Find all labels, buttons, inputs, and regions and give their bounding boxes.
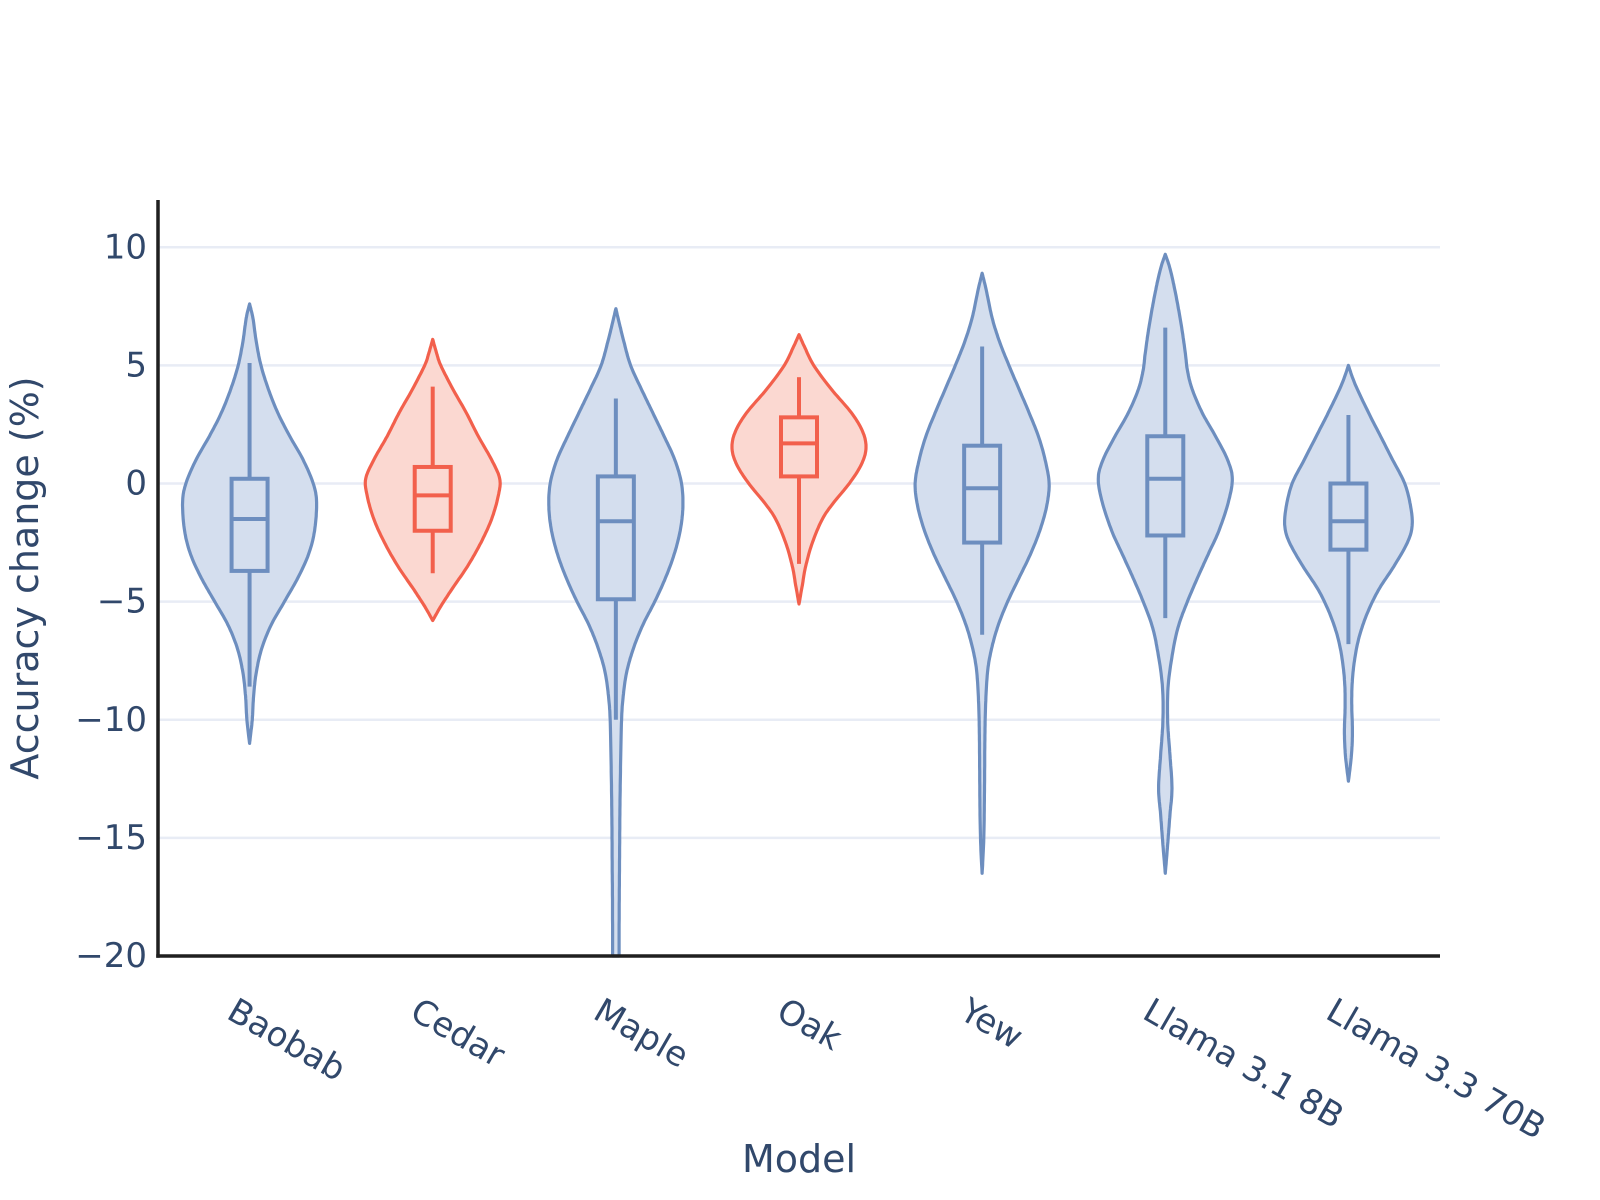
y-tick-label--20: −20 (75, 936, 147, 976)
iqr-box-maple (595, 474, 636, 602)
violins (180, 252, 1414, 958)
x-tick-label-llama-3-3-70b: Llama 3.3 70B (1320, 991, 1553, 1148)
violin-group-yew (913, 271, 1051, 875)
x-axis-label: Model (742, 1137, 856, 1181)
violin-group-maple (547, 307, 685, 958)
x-tick-label-yew: Yew (952, 990, 1029, 1058)
iqr-box-oak (779, 415, 819, 479)
y-axis-label: Accuracy change (%) (3, 376, 47, 779)
violin-group-cedar (363, 337, 502, 623)
violin-group-llama-3-3-70b (1283, 363, 1414, 783)
y-tick-label--10: −10 (75, 700, 147, 740)
violin-cedar (363, 337, 502, 623)
iqr-box-cedar (412, 464, 453, 533)
x-tick-label-baobab: Baobab (221, 991, 353, 1090)
y-tick-label-5: 5 (125, 345, 147, 385)
x-tick-label-llama-3-1-8b: Llama 3.1 8B (1136, 991, 1350, 1138)
x-tick-label-maple: Maple (587, 991, 695, 1077)
iqr-box-llama-3-3-70b (1328, 481, 1369, 552)
y-tick-label--15: −15 (75, 818, 147, 858)
iqr-box-llama-3-1-8b (1145, 434, 1186, 538)
y-tick-label-0: 0 (125, 464, 147, 504)
iqr-box-yew (962, 443, 1003, 545)
y-tick-label--5: −5 (97, 582, 147, 622)
y-tick-label-10: 10 (104, 227, 147, 267)
x-tick-label-oak: Oak (770, 991, 849, 1059)
violin-group-oak (730, 333, 868, 606)
violin-group-baobab (180, 302, 319, 745)
axes-spines (156, 200, 1440, 958)
violin-oak (730, 333, 868, 606)
iqr-box-baobab (229, 476, 270, 573)
violin-group-llama-3-1-8b (1096, 252, 1234, 875)
violin-baobab (180, 302, 319, 745)
x-tick-label-cedar: Cedar (404, 991, 512, 1076)
